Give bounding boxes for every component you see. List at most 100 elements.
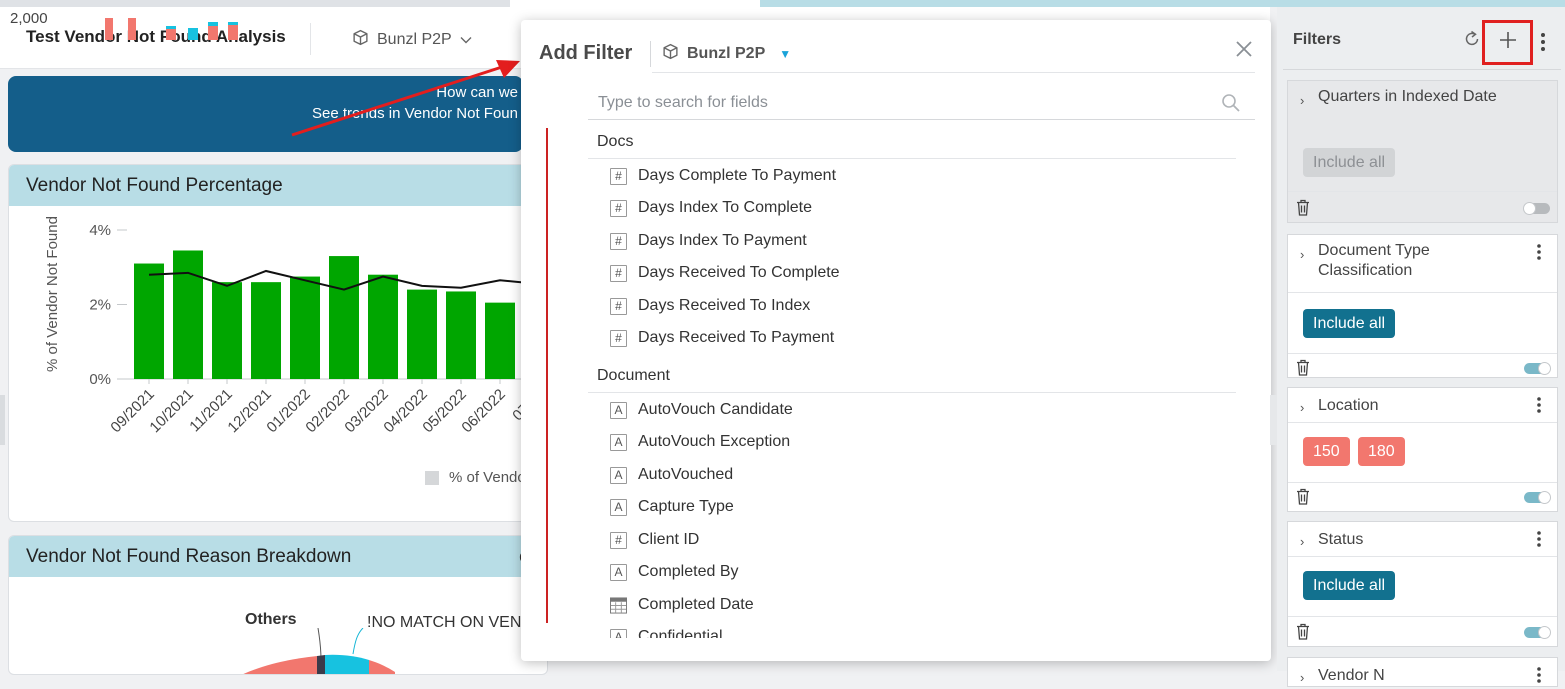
field-item[interactable]: # Days Received To Index (610, 294, 810, 318)
dialog-header-divider (652, 72, 1255, 73)
field-label: Days Received To Payment (638, 329, 835, 346)
caret-down-icon: ▼ (779, 47, 792, 61)
filter-card-title[interactable]: Vendor N (1318, 667, 1385, 684)
field-label: Days Index To Complete (638, 199, 813, 216)
chart-bar (368, 274, 398, 379)
filter-card-title[interactable]: Quarters in Indexed Date (1318, 88, 1497, 105)
chart-legend[interactable]: % of Vendc (425, 469, 525, 486)
more-options-icon[interactable] (1536, 530, 1542, 553)
chevron-right-icon[interactable]: › (1300, 400, 1305, 415)
top-tab-inactive[interactable] (760, 0, 1565, 7)
chart-bar (212, 282, 242, 379)
search-icon[interactable] (1221, 93, 1241, 118)
filter-chip[interactable]: 180 (1358, 437, 1405, 466)
trash-icon[interactable] (1296, 488, 1310, 510)
filter-toggle[interactable] (1524, 626, 1551, 639)
card-divider (1288, 292, 1557, 293)
card-divider (1288, 616, 1557, 617)
filter-card-title[interactable]: Location (1318, 397, 1379, 414)
panel-collapse-handle[interactable] (1270, 395, 1280, 445)
field-label: Completed By (638, 563, 739, 580)
more-options-icon[interactable] (1536, 666, 1542, 689)
filter-toggle[interactable] (1524, 491, 1551, 504)
filter-chip[interactable]: Include all (1303, 309, 1396, 338)
chevron-right-icon[interactable]: › (1300, 247, 1305, 262)
add-filter-dialog: Add Filter Bunzl P2P ▼ Docs # Days Compl… (521, 20, 1271, 661)
field-label: Capture Type (638, 498, 734, 515)
vendor-not-found-percentage-widget: Vendor Not Found Percentage % of Vendor … (8, 164, 548, 522)
filter-chip[interactable]: 150 (1303, 437, 1350, 466)
left-edge-handle[interactable] (0, 395, 5, 445)
field-item[interactable]: A Capture Type (610, 495, 734, 519)
field-label: Completed Date (638, 596, 754, 613)
number-type-icon: # (610, 232, 627, 250)
filter-toggle[interactable] (1524, 362, 1551, 375)
bar-segment (228, 22, 238, 40)
add-filter-button[interactable] (1482, 20, 1533, 65)
cube-icon (662, 43, 679, 65)
widget-header: Vendor Not Found Percentage (9, 165, 547, 206)
chevron-right-icon[interactable]: › (1300, 93, 1305, 108)
field-item[interactable]: # Days Index To Payment (610, 229, 807, 253)
more-options-icon[interactable] (1540, 32, 1546, 57)
dialog-datasource-selector[interactable]: Bunzl P2P ▼ (662, 43, 791, 65)
text-type-icon: A (610, 401, 627, 419)
card-divider (1288, 422, 1557, 423)
chart-bar (446, 291, 476, 379)
dashboard-title: Test Vendor Not Found Analysis (26, 27, 286, 46)
widget-title: Vendor Not Found Percentage (26, 175, 283, 196)
trash-icon[interactable] (1296, 199, 1310, 221)
field-item[interactable]: # Days Complete To Payment (610, 164, 836, 188)
chart-bar (134, 263, 164, 379)
field-label: AutoVouch Candidate (638, 401, 793, 418)
bar-segment (208, 22, 218, 40)
datasource-name: Bunzl P2P (377, 31, 452, 48)
field-item[interactable]: A Completed By (610, 560, 739, 584)
header-divider (310, 23, 311, 55)
filter-card-title[interactable]: Status (1318, 531, 1364, 548)
more-options-icon[interactable] (1536, 396, 1542, 419)
chevron-right-icon[interactable]: › (1300, 670, 1305, 685)
bar-segment (105, 18, 113, 40)
number-type-icon: # (610, 329, 627, 347)
datasource-selector[interactable]: Bunzl P2P (352, 29, 472, 51)
trash-icon[interactable] (1296, 359, 1310, 381)
more-options-icon[interactable] (1536, 243, 1542, 266)
field-item[interactable]: A AutoVouch Exception (610, 430, 790, 454)
trend-line (148, 269, 540, 291)
group-header-document: Document (597, 367, 670, 384)
filter-card-status: › Status Include all (1287, 521, 1558, 647)
trash-icon[interactable] (1296, 623, 1310, 645)
field-item[interactable]: A AutoVouched (610, 463, 733, 487)
field-item[interactable]: # Client ID (610, 528, 699, 552)
field-search-box (588, 86, 1255, 120)
filter-chip[interactable]: Include all (1303, 571, 1396, 600)
close-icon[interactable] (1231, 36, 1257, 62)
field-label: AutoVouch Exception (638, 433, 791, 450)
field-item[interactable]: Completed Date (610, 593, 754, 617)
field-item[interactable]: # Days Received To Complete (610, 261, 840, 285)
filter-toggle[interactable] (1523, 202, 1550, 215)
field-item[interactable]: A AutoVouch Candidate (610, 398, 793, 422)
filter-chip[interactable]: Include all (1303, 148, 1396, 177)
x-tick-label: 06/2022 (458, 386, 508, 436)
legend-swatch (425, 470, 439, 485)
field-item[interactable]: A Confidential (610, 625, 723, 638)
legend-label: % of Vendc (449, 469, 525, 486)
field-item[interactable]: # Days Received To Payment (610, 326, 834, 350)
top-tab-active[interactable] (510, 0, 760, 7)
reset-icon[interactable] (1462, 29, 1482, 54)
field-label: Client ID (638, 531, 700, 548)
widget-title: Vendor Not Found Reason Breakdown (26, 546, 352, 567)
chevron-right-icon[interactable]: › (1300, 534, 1305, 549)
field-item[interactable]: # Days Index To Complete (610, 196, 812, 220)
field-search-input[interactable] (598, 92, 1208, 114)
filter-card-quarters: › Quarters in Indexed Date Include all (1287, 80, 1558, 223)
pie-label-nomatch: !NO MATCH ON VEN (367, 614, 522, 631)
bar-segment (128, 18, 136, 40)
annotation-arrow (291, 60, 520, 137)
axis-tick: 2,000 (10, 10, 48, 27)
filter-card-title[interactable]: Document Type Classification (1318, 242, 1430, 279)
field-label: Days Index To Payment (638, 232, 807, 249)
filter-card-location: › Location 150 180 (1287, 387, 1558, 512)
